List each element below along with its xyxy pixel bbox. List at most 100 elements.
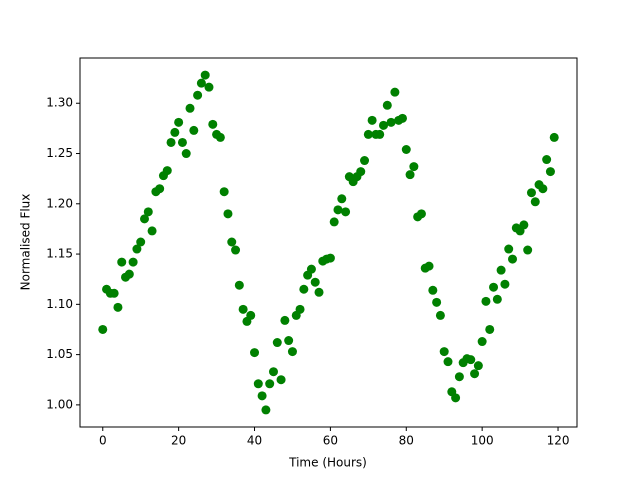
point xyxy=(477,337,487,347)
point xyxy=(284,336,294,346)
point xyxy=(530,197,540,207)
point xyxy=(435,310,445,320)
point xyxy=(473,361,483,371)
point xyxy=(208,119,218,129)
point xyxy=(523,245,533,255)
point xyxy=(177,137,187,147)
y-tick-label: 1.30 xyxy=(46,96,73,110)
point xyxy=(428,285,438,295)
point xyxy=(481,296,491,306)
point xyxy=(409,162,419,172)
point xyxy=(272,338,282,348)
point xyxy=(143,207,153,217)
point xyxy=(128,257,138,267)
point xyxy=(189,125,199,135)
point xyxy=(170,127,180,137)
y-tick-label: 1.25 xyxy=(46,146,73,160)
point xyxy=(310,277,320,287)
point xyxy=(333,205,343,215)
point xyxy=(386,117,396,127)
point xyxy=(174,117,184,127)
point xyxy=(204,82,214,92)
point xyxy=(113,302,123,312)
point xyxy=(162,166,172,176)
x-tick-label: 40 xyxy=(247,434,262,448)
point xyxy=(397,113,407,123)
point xyxy=(451,393,461,403)
point xyxy=(337,194,347,204)
point xyxy=(500,279,510,289)
y-tick-label: 1.10 xyxy=(46,297,73,311)
y-tick-label: 1.15 xyxy=(46,247,73,261)
x-axis-label: Time (Hours) xyxy=(288,456,367,470)
point xyxy=(519,220,529,230)
point xyxy=(139,214,149,224)
point xyxy=(329,217,339,227)
point xyxy=(432,297,442,307)
point xyxy=(508,254,518,264)
point xyxy=(401,144,411,154)
point xyxy=(268,367,278,377)
point xyxy=(231,245,241,255)
point xyxy=(538,184,548,194)
point xyxy=(466,355,476,365)
point xyxy=(261,405,271,415)
point xyxy=(155,184,165,194)
point xyxy=(314,287,324,297)
x-tick-label: 60 xyxy=(323,434,338,448)
point xyxy=(250,348,260,358)
point xyxy=(492,294,502,304)
point xyxy=(147,226,157,236)
point xyxy=(416,209,426,219)
point xyxy=(181,149,191,159)
point xyxy=(295,304,305,314)
plot-frame xyxy=(79,57,578,428)
point xyxy=(470,369,480,379)
point xyxy=(454,372,464,382)
point xyxy=(367,115,377,125)
point xyxy=(287,347,297,357)
point xyxy=(215,132,225,142)
y-tick-label: 1.05 xyxy=(46,347,73,361)
point xyxy=(485,324,495,334)
y-tick-label: 1.00 xyxy=(46,397,73,411)
point xyxy=(109,288,119,298)
x-tick-label: 100 xyxy=(471,434,494,448)
point xyxy=(356,167,366,177)
point xyxy=(219,187,229,197)
point xyxy=(360,156,370,166)
x-tick-label: 0 xyxy=(99,434,107,448)
point xyxy=(132,244,142,254)
x-tick-label: 20 xyxy=(171,434,186,448)
point xyxy=(238,304,248,314)
point xyxy=(439,347,449,357)
point xyxy=(117,257,127,267)
point xyxy=(136,237,146,247)
point xyxy=(253,379,263,389)
point xyxy=(257,391,267,401)
point xyxy=(196,78,206,88)
point xyxy=(549,132,559,142)
x-tick-label: 80 xyxy=(399,434,414,448)
point xyxy=(496,265,506,275)
point xyxy=(363,129,373,139)
point xyxy=(200,70,210,80)
point xyxy=(193,90,203,100)
point xyxy=(299,284,309,294)
point xyxy=(504,244,514,254)
point xyxy=(185,103,195,113)
point xyxy=(124,269,134,279)
point xyxy=(223,209,233,219)
point xyxy=(280,315,290,325)
y-tick-label: 1.20 xyxy=(46,196,73,210)
point xyxy=(98,324,108,334)
point xyxy=(246,310,256,320)
point xyxy=(405,170,415,180)
point xyxy=(375,129,385,139)
point xyxy=(166,137,176,147)
x-tick-label: 120 xyxy=(547,434,570,448)
point xyxy=(542,155,552,165)
point xyxy=(424,261,434,271)
point xyxy=(325,253,335,263)
